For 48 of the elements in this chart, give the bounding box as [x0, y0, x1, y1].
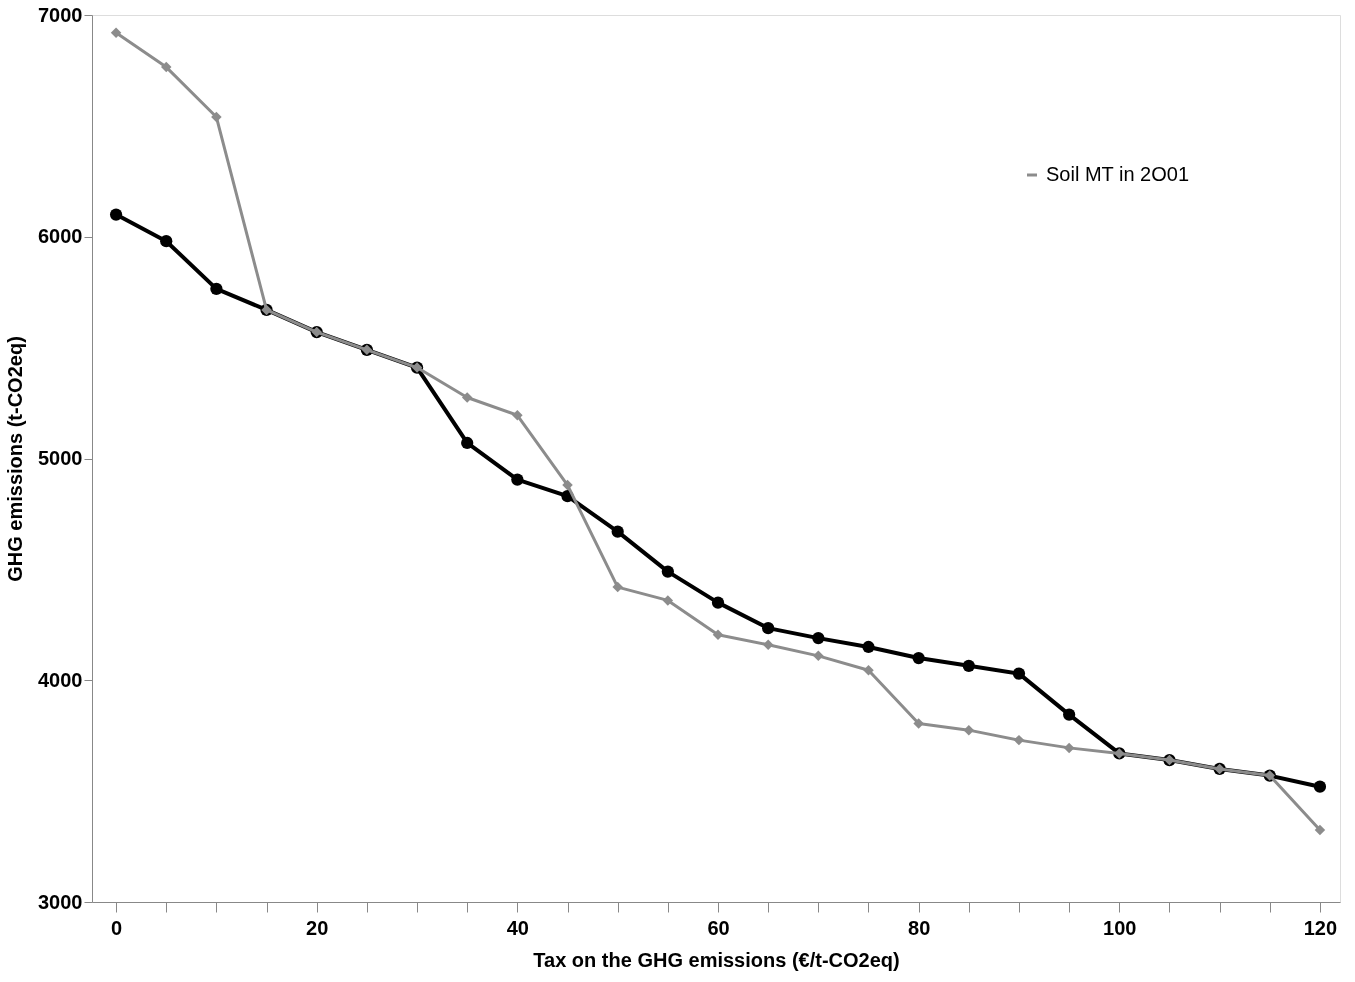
x-tick-label: 0: [111, 916, 123, 939]
point: [661, 565, 674, 578]
y-tick-label: 3000: [38, 890, 83, 913]
point: [862, 640, 875, 654]
y-axis-title: GHG emissions (t-CO2eq): [4, 336, 27, 582]
point: [210, 282, 223, 295]
point: [160, 235, 173, 248]
y-tick-label: 5000: [38, 447, 83, 469]
point: [1313, 780, 1327, 793]
point: [1063, 742, 1075, 754]
point: [160, 61, 172, 73]
legend-label: Soil MT in 2O01: [1046, 163, 1190, 185]
point: [963, 724, 975, 736]
point: [712, 629, 724, 641]
point: [461, 436, 474, 450]
x-tick-label: 120: [1303, 916, 1338, 939]
x-tick-label: 40: [506, 916, 529, 939]
x-tick-label: 100: [1103, 916, 1137, 939]
point: [109, 208, 123, 221]
x-axis-title: Tax on the GHG emissions (€/t-CO2eq): [533, 948, 900, 971]
point: [511, 473, 524, 486]
point: [461, 392, 473, 403]
point: [913, 718, 924, 729]
x-tick-label: 80: [908, 916, 931, 939]
point: [1314, 824, 1326, 836]
point: [110, 27, 122, 38]
point: [812, 632, 825, 645]
y-tick-label: 6000: [38, 225, 83, 248]
point: [611, 525, 624, 538]
point: [211, 111, 222, 123]
point: [912, 651, 925, 665]
x-tick-label: 20: [306, 916, 329, 939]
x-tick-label: 60: [707, 916, 730, 939]
point: [1013, 734, 1025, 746]
point: [813, 650, 824, 662]
point: [562, 479, 573, 491]
point: [863, 665, 874, 676]
point: [711, 596, 725, 609]
y-tick-label: 7000: [38, 3, 83, 26]
point: [762, 622, 775, 635]
point: [1063, 708, 1076, 721]
point: [762, 639, 774, 651]
point: [962, 659, 975, 672]
point: [612, 581, 623, 593]
y-tick-label: 4000: [38, 668, 83, 691]
point: [662, 595, 674, 606]
point: [1012, 667, 1026, 680]
point: [512, 410, 523, 421]
